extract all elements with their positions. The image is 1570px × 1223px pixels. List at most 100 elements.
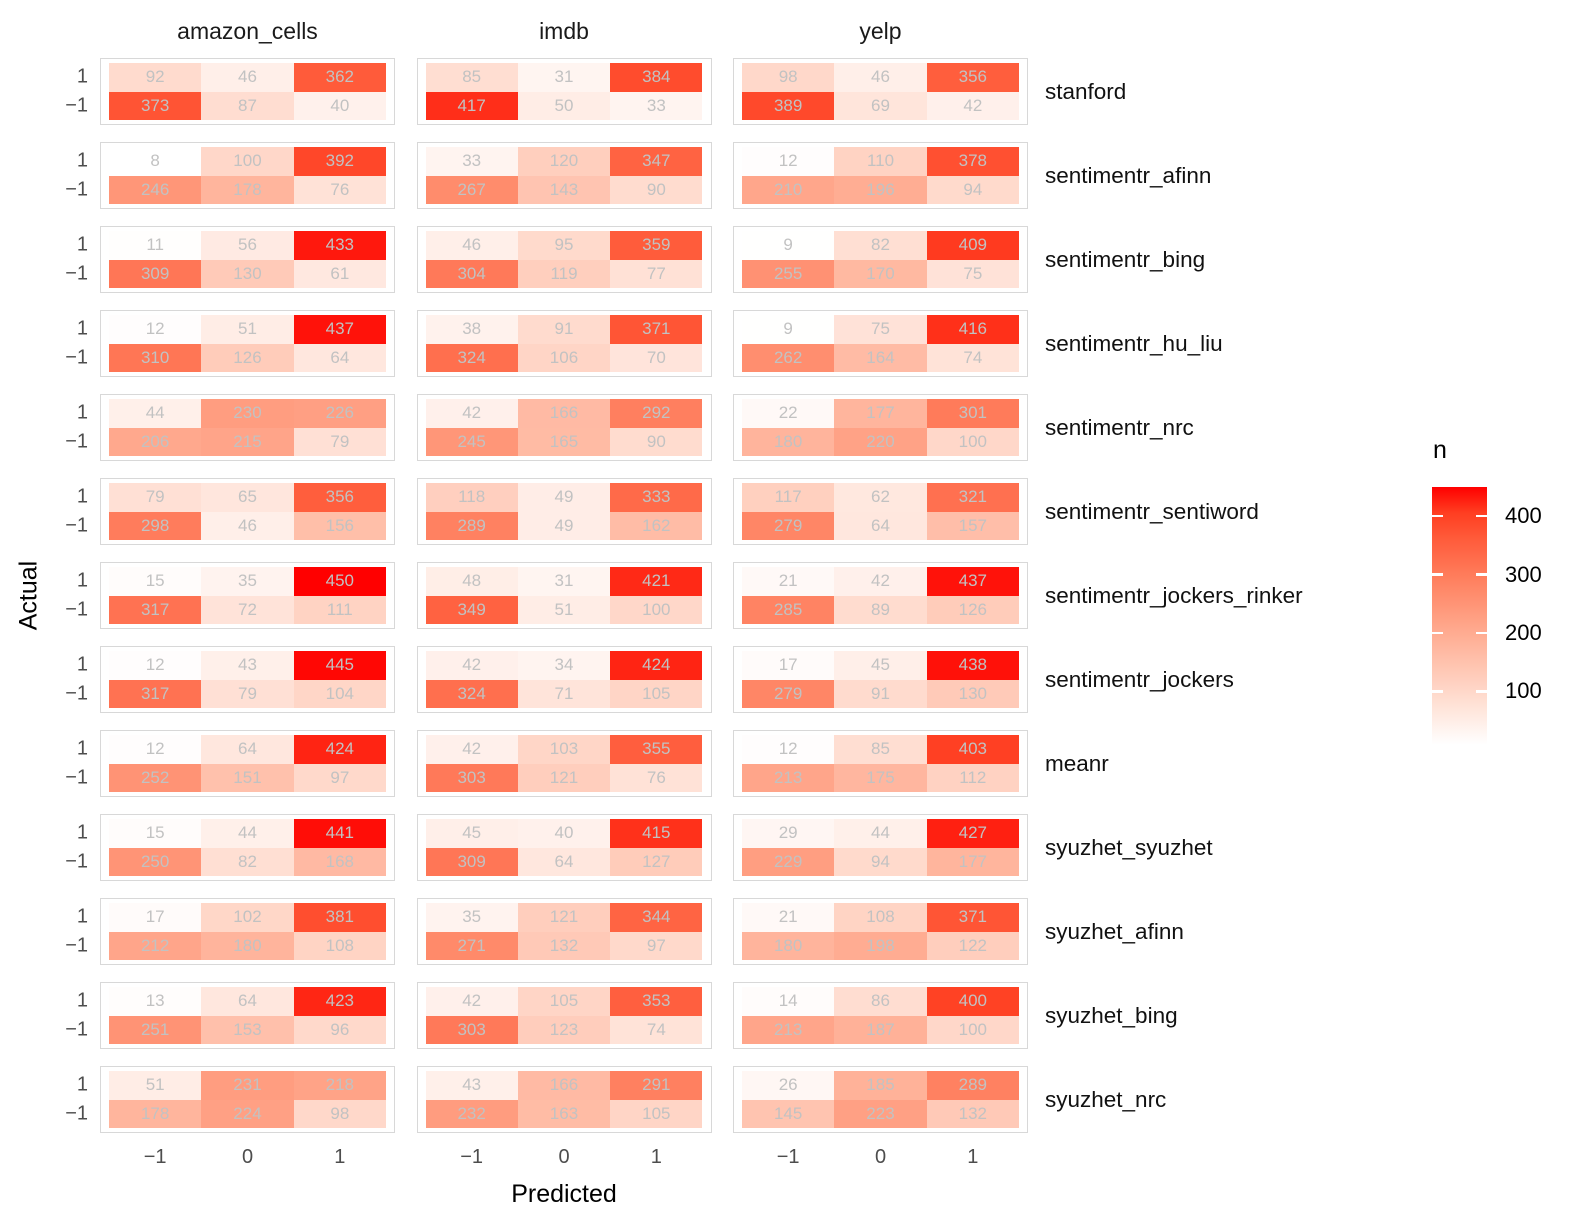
heatmap-cell: 292 <box>610 399 703 428</box>
heatmap-cell: 309 <box>425 847 518 876</box>
heatmap-cell: 423 <box>293 987 386 1016</box>
heatmap-cell: 100 <box>926 1015 1019 1044</box>
heatmap-cell: 43 <box>425 1071 518 1100</box>
heatmap-cell: 17 <box>742 651 835 680</box>
y-axis-tick-label: 1 <box>76 905 88 928</box>
heatmap-cell: 271 <box>425 931 518 960</box>
heatmap-cell: 45 <box>834 651 927 680</box>
heatmap-cell: 46 <box>201 511 294 540</box>
legend-tick-mark <box>1432 573 1443 576</box>
heatmap-cell: 262 <box>742 343 835 372</box>
heatmap-cell: 321 <box>926 483 1019 512</box>
heatmap-cell: 126 <box>926 595 1019 624</box>
heatmap-cell: 421 <box>610 567 703 596</box>
heatmap-cell: 100 <box>201 147 294 176</box>
heatmap-cell: 21 <box>742 903 835 932</box>
legend-tick-label: 400 <box>1505 503 1542 529</box>
y-axis-tick-label: −1 <box>65 598 88 621</box>
heatmap-cell: 175 <box>834 763 927 792</box>
heatmap-cell: 31 <box>517 567 611 596</box>
y-axis-tick-label: −1 <box>65 346 88 369</box>
heatmap-cell: 22 <box>742 399 835 428</box>
heatmap-cell: 210 <box>742 175 835 204</box>
heatmap-cell: 71 <box>517 679 611 708</box>
heatmap-cell: 106 <box>517 343 611 372</box>
heatmap-cell: 231 <box>201 1071 294 1100</box>
heatmap-cell: 31 <box>517 63 611 92</box>
y-axis-tick-label: 1 <box>76 401 88 424</box>
heatmap-cell: 433 <box>293 231 386 260</box>
heatmap-cell: 250 <box>109 847 202 876</box>
facet-column-header: amazon_cells <box>177 18 318 44</box>
y-axis-tick-label: 1 <box>76 485 88 508</box>
heatmap-cell: 94 <box>926 175 1019 204</box>
heatmap-cell: 42 <box>425 987 518 1016</box>
heatmap-cell: 105 <box>517 987 611 1016</box>
y-axis-tick-label: 1 <box>76 149 88 172</box>
heatmap-cell: 100 <box>610 595 703 624</box>
heatmap-cell: 44 <box>109 399 202 428</box>
heatmap-cell: 303 <box>425 763 518 792</box>
facet-row-label: sentimentr_nrc <box>1045 414 1194 440</box>
heatmap-cell: 289 <box>425 511 518 540</box>
heatmap-cell: 347 <box>610 147 703 176</box>
heatmap-cell: 206 <box>109 427 202 456</box>
heatmap-cell: 163 <box>517 1099 611 1128</box>
heatmap-cell: 64 <box>834 511 927 540</box>
heatmap-cell: 79 <box>201 679 294 708</box>
facet-row-label: meanr <box>1045 750 1109 776</box>
heatmap-cell: 132 <box>517 931 611 960</box>
heatmap-cell: 132 <box>926 1099 1019 1128</box>
facet-column-header: imdb <box>539 18 589 44</box>
heatmap-cell: 224 <box>201 1099 294 1128</box>
heatmap-cell: 89 <box>834 595 927 624</box>
facet-row-label: sentimentr_hu_liu <box>1045 330 1223 356</box>
heatmap-cell: 400 <box>926 987 1019 1016</box>
heatmap-cell: 123 <box>517 1015 611 1044</box>
y-axis-tick-label: 1 <box>76 65 88 88</box>
x-axis-tick-label: 1 <box>967 1146 979 1168</box>
heatmap-cell: 45 <box>425 819 518 848</box>
heatmap-cell: 42 <box>926 91 1019 120</box>
heatmap-cell: 417 <box>425 91 518 120</box>
heatmap-cell: 230 <box>201 399 294 428</box>
y-axis-tick-label: −1 <box>65 430 88 453</box>
heatmap-cell: 215 <box>201 427 294 456</box>
heatmap-cell: 95 <box>517 231 611 260</box>
heatmap-cell: 13 <box>109 987 202 1016</box>
heatmap-cell: 98 <box>293 1099 386 1128</box>
y-axis-tick-label: 1 <box>76 569 88 592</box>
heatmap-cell: 64 <box>517 847 611 876</box>
facet-row-label: sentimentr_jockers_rinker <box>1045 582 1303 608</box>
heatmap-cell: 226 <box>293 399 386 428</box>
heatmap-cell: 102 <box>201 903 294 932</box>
heatmap-cell: 118 <box>425 483 518 512</box>
heatmap-cell: 130 <box>201 259 294 288</box>
legend-tick-label: 100 <box>1505 678 1542 704</box>
heatmap-cell: 415 <box>610 819 703 848</box>
heatmap-cell: 100 <box>926 427 1019 456</box>
heatmap-cell: 170 <box>834 259 927 288</box>
heatmap-cell: 126 <box>201 343 294 372</box>
heatmap-cell: 378 <box>926 147 1019 176</box>
heatmap-cell: 108 <box>293 931 386 960</box>
heatmap-cell: 75 <box>926 259 1019 288</box>
heatmap-cell: 289 <box>926 1071 1019 1100</box>
y-axis-tick-label: 1 <box>76 317 88 340</box>
heatmap-cell: 42 <box>425 651 518 680</box>
heatmap-cell: 317 <box>109 595 202 624</box>
heatmap-cell: 178 <box>201 175 294 204</box>
heatmap-cell: 35 <box>425 903 518 932</box>
heatmap-cell: 79 <box>109 483 202 512</box>
heatmap-cell: 33 <box>610 91 703 120</box>
facet-row-label: syuzhet_syuzhet <box>1045 834 1213 860</box>
heatmap-cell: 267 <box>425 175 518 204</box>
heatmap-cell: 301 <box>926 399 1019 428</box>
y-axis-title: Actual <box>14 560 43 631</box>
heatmap-cell: 15 <box>109 567 202 596</box>
x-axis-tick-label: 1 <box>334 1146 346 1168</box>
heatmap-cell: 92 <box>109 63 202 92</box>
legend-tick-mark <box>1476 631 1487 635</box>
y-axis-tick-label: 1 <box>76 1073 88 1096</box>
heatmap-cell: 121 <box>517 763 611 792</box>
